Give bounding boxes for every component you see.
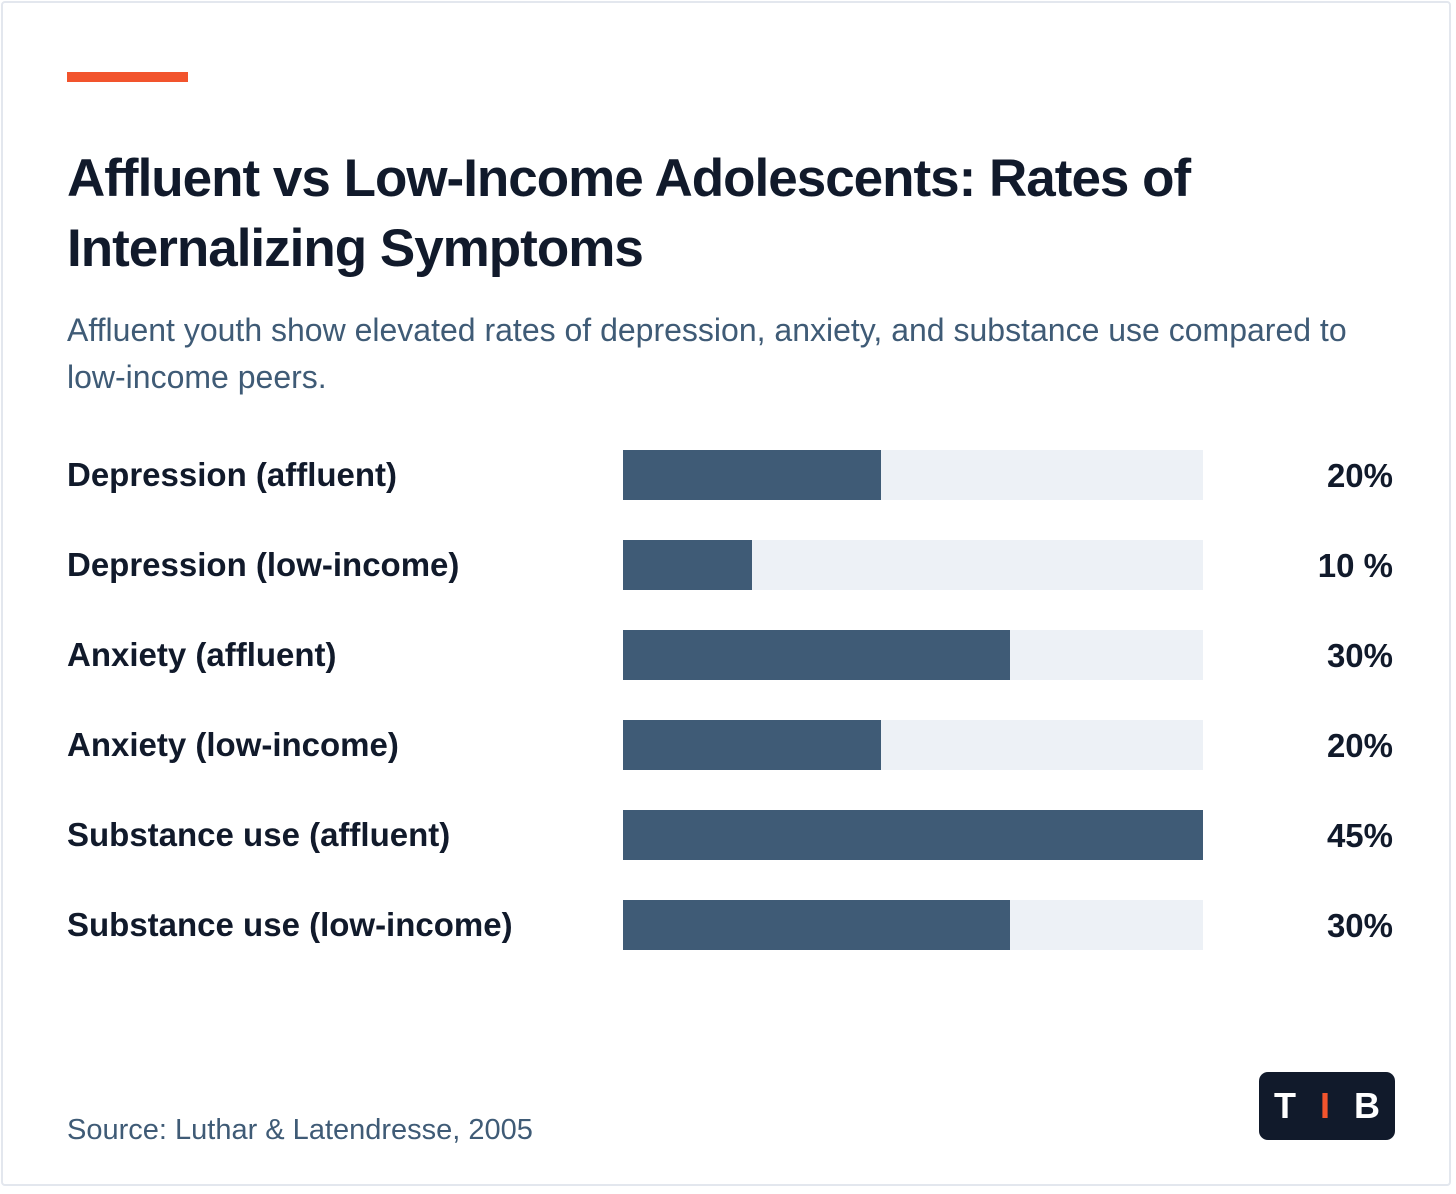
logo-letter-t: T	[1273, 1085, 1296, 1126]
chart-title: Affluent vs Low-Income Adolescents: Rate…	[67, 149, 1191, 278]
row-label: Anxiety (affluent)	[67, 636, 337, 673]
logo-letter-i: I	[1319, 1085, 1330, 1126]
bar	[623, 810, 1203, 860]
bar	[623, 630, 1010, 680]
source-note: Source: Luthar & Latendresse, 2005	[67, 1114, 533, 1146]
bar	[623, 900, 1010, 950]
row-label: Substance use (affluent)	[67, 816, 451, 853]
data-label: 45%	[1326, 817, 1393, 854]
row-label: Substance use (low-income)	[67, 906, 513, 943]
accent-bar	[67, 72, 188, 82]
data-label: 20%	[1326, 457, 1393, 494]
data-label: 10 %	[1317, 547, 1393, 584]
bar	[623, 450, 881, 500]
logo-letter-b: B	[1354, 1085, 1380, 1126]
row-label: Depression (low-income)	[67, 546, 460, 583]
bar-track	[623, 630, 1203, 680]
chart-subtitle: Affluent youth show elevated rates of de…	[67, 312, 1347, 395]
bar-chart: Depression (affluent) 20% Depression (low-…	[3, 3, 1456, 1194]
bar	[623, 720, 881, 770]
bar-track	[623, 540, 1203, 590]
data-label: 30%	[1326, 907, 1393, 944]
tib-logo: T I B	[1259, 1072, 1395, 1140]
row-label: Anxiety (low-income)	[67, 726, 399, 763]
bar-track	[623, 810, 1203, 860]
bar	[623, 540, 752, 590]
bar-track	[623, 720, 1203, 770]
bar-track	[623, 450, 1203, 500]
data-label: 20%	[1326, 727, 1393, 764]
row-label: Depression (affluent)	[67, 456, 398, 493]
bar-track	[623, 900, 1203, 950]
data-label: 30%	[1326, 637, 1393, 674]
